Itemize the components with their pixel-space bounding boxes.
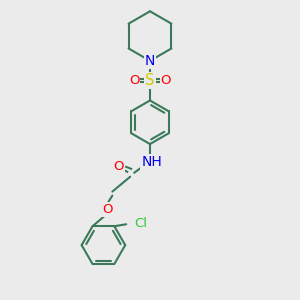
- Text: N: N: [145, 54, 155, 68]
- Text: O: O: [113, 160, 124, 173]
- Text: NH: NH: [142, 155, 162, 169]
- Text: S: S: [145, 73, 155, 88]
- Text: O: O: [102, 203, 112, 216]
- Text: Cl: Cl: [134, 217, 147, 230]
- Text: O: O: [160, 74, 171, 87]
- Text: O: O: [129, 74, 140, 87]
